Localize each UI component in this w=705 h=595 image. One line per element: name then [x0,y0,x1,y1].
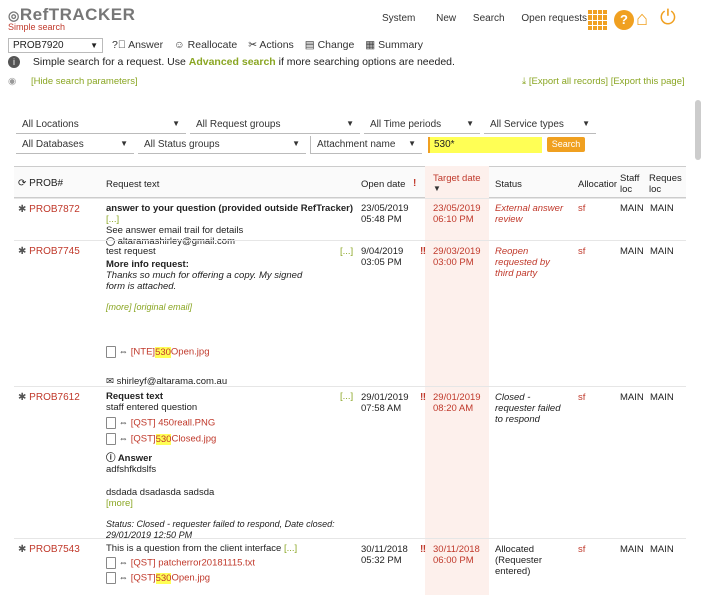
sort-down-icon: ▼ [433,184,441,193]
time-periods-select[interactable]: All Time periods ▼ [364,116,480,134]
scrollbar[interactable] [695,100,701,160]
more-link[interactable]: [...] [340,246,354,257]
advanced-search-link[interactable]: Advanced search [188,56,276,68]
summary-icon: ▦ [365,39,376,51]
locations-select[interactable]: All Locations ▼ [16,116,186,134]
change-button[interactable]: ▤ Change [304,39,355,51]
export-page-link[interactable]: [Export this page] [610,76,685,87]
link-icon[interactable]: ⇔ [118,557,129,569]
overdue-icon: ‼ [420,246,427,257]
people-icon: ☺ [174,39,185,51]
home-icon[interactable]: ⌂ [636,8,649,30]
reallocate-button[interactable]: ☺ Reallocate [174,39,238,51]
header-open[interactable]: Open date [361,179,406,190]
header-alloc[interactable]: Allocatior [578,179,618,190]
header-status[interactable]: Status [495,179,522,190]
service-types-select[interactable]: All Service types ▼ [484,116,596,134]
help-icon[interactable]: ? [614,10,634,30]
link-icon[interactable]: ⇔ [118,417,129,429]
eye-icon: ◉ [8,76,17,87]
answer-icon: ?⃝ [112,39,126,51]
mail-icon: ✉ [106,376,114,387]
nav-system[interactable]: System [382,13,416,24]
overdue-icon: ‼ [420,544,427,555]
more-link[interactable]: [...] [340,391,354,402]
header-request[interactable]: Request text [106,179,160,190]
priority-header-icon: ! [413,178,417,189]
settings-icon[interactable]: ✱ [18,392,27,403]
header-req[interactable]: Reques loc [649,173,682,195]
attachment-link[interactable]: Open.jpg [171,572,211,584]
attachment-link[interactable]: [QST] 450reall.PNG [130,417,216,429]
settings-icon[interactable]: ✱ [18,204,27,215]
power-icon[interactable]: ⏻ [660,7,676,29]
info-icon: i [8,56,20,68]
nav-search[interactable]: Search [472,13,505,24]
file-icon [106,417,116,429]
hide-params-link[interactable]: [Hide search parameters] [30,76,138,87]
header-target[interactable]: Target date [433,173,481,184]
link-icon[interactable]: ⇔ [118,572,129,584]
download-icon: ⤓ [522,76,527,87]
header-staff[interactable]: Staff loc [620,173,640,195]
summary-button[interactable]: ▦ Summary [365,39,424,51]
answer-icon: ⓘ [106,453,116,464]
prob-id-link[interactable]: PROB7612 [29,392,80,403]
info-bar: i Simple search for a request. Use Advan… [8,56,688,68]
more-link[interactable]: [more] [106,498,133,509]
search-input[interactable]: 530* [428,137,542,153]
radio-icon[interactable] [106,236,115,246]
logo-subtitle: Simple search [8,22,66,32]
file-icon [106,346,116,358]
table-row[interactable]: ✱ PROB7612 [18,392,80,403]
prob-id-link[interactable]: PROB7745 [29,246,80,257]
more-link[interactable]: [...] [283,543,298,554]
header-prob[interactable]: PROB# [29,178,64,189]
grid-icon[interactable] [588,10,608,30]
tools-icon: ✂ [248,39,258,51]
status-groups-select[interactable]: All Status groups ▼ [138,136,306,154]
link-icon[interactable]: ⇔ [118,433,129,445]
attachment-link[interactable]: [QST] patcherror20181115.txt [130,557,256,569]
databases-select[interactable]: All Databases ▼ [16,136,134,154]
overdue-icon: ‼ [420,392,427,403]
nav-new[interactable]: New [436,13,457,24]
attachment-link[interactable]: Closed.jpg [171,433,217,445]
search-button[interactable]: Search [547,137,585,152]
link-icon[interactable]: ⇔ [118,346,129,358]
actions-button[interactable]: ✂ Actions [248,39,294,51]
table-row[interactable]: ✱ PROB7543 [18,544,80,555]
more-link[interactable]: [...] [106,214,120,225]
edit-icon: ▤ [304,39,315,51]
file-icon [106,433,116,445]
request-groups-select[interactable]: All Request groups ▼ [190,116,360,134]
more-email-links[interactable]: [more] [original email] [106,302,193,312]
nav-open-requests[interactable]: Open requests [521,13,587,24]
table-row[interactable]: ✱ PROB7872 [18,204,80,215]
prob-id-link[interactable]: PROB7872 [29,204,80,215]
prob-id-link[interactable]: PROB7543 [29,544,80,555]
settings-icon[interactable]: ✱ [18,544,27,555]
export-all-link[interactable]: [Export all records] [528,76,609,87]
attachment-link[interactable]: Open.jpg [170,346,210,358]
answer-button[interactable]: ?⃝ Answer [112,39,164,51]
request-select[interactable]: PROB7920 ▼ [8,38,103,53]
file-icon [106,557,116,569]
logo-text: RefTRACKER [19,5,136,24]
file-icon [106,572,116,584]
table-row[interactable]: ✱ PROB7745 [18,246,80,257]
attachment-select[interactable]: Attachment name ▼ [310,136,422,154]
settings-icon[interactable]: ✱ [18,246,27,257]
refresh-icon[interactable]: ⟳ [18,178,27,189]
logo: ◎RefTRACKER Simple search [8,5,136,32]
